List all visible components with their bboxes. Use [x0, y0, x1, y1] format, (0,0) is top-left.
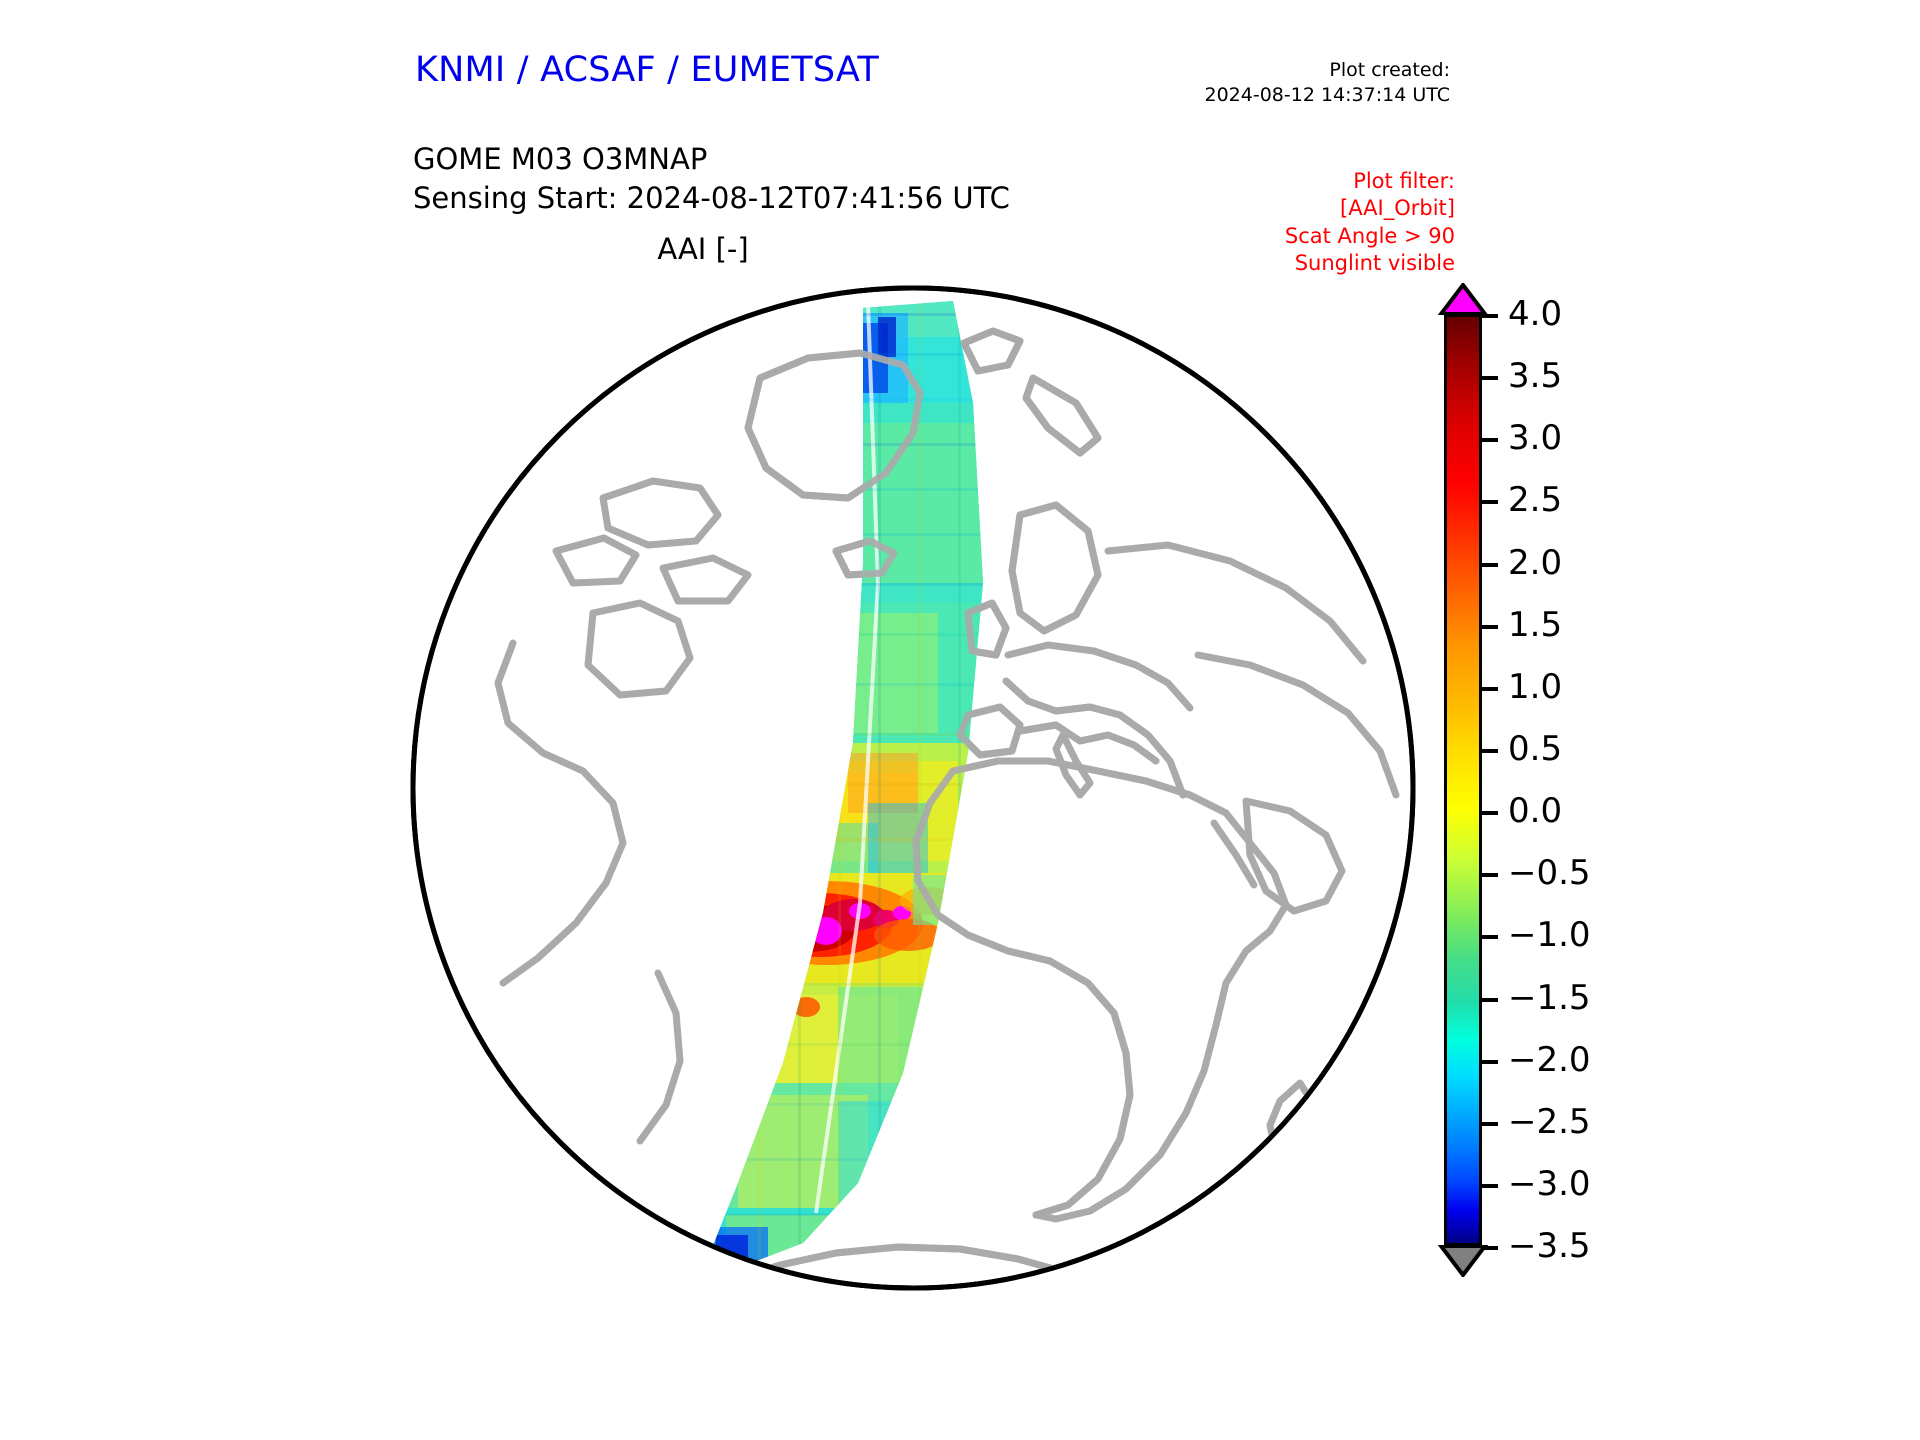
plot-filter-line-0: [AAI_Orbit] [1340, 196, 1455, 221]
colorbar-tick-13 [1482, 1122, 1498, 1126]
map-plot-area [408, 283, 1418, 1293]
colorbar-label-1: 3.5 [1508, 356, 1563, 396]
colorbar-under-arrow [1438, 1245, 1488, 1277]
colorbar-tick-15 [1482, 1246, 1498, 1250]
colorbar-label-13: −2.5 [1508, 1102, 1591, 1142]
colorbar-tick-5 [1482, 625, 1498, 629]
product-info-block: GOME M03 O3MNAP Sensing Start: 2024-08-1… [413, 140, 1010, 219]
colorbar-tick-9 [1482, 873, 1498, 877]
plot-created-block: Plot created: 2024-08-12 14:37:14 UTC [1205, 58, 1451, 108]
colorbar-tick-4 [1482, 563, 1498, 567]
colorbar-tick-6 [1482, 687, 1498, 691]
colorbar-tick-2 [1482, 438, 1498, 442]
colorbar-label-2: 3.0 [1508, 418, 1563, 458]
colorbar-tick-1 [1482, 376, 1498, 380]
colorbar-label-4: 2.0 [1508, 543, 1563, 583]
colorbar-tick-12 [1482, 1060, 1498, 1064]
colorbar-tick-0 [1482, 314, 1498, 318]
colorbar-label-11: −1.5 [1508, 978, 1591, 1018]
colorbar-tick-14 [1482, 1184, 1498, 1188]
colorbar-label-9: −0.5 [1508, 853, 1591, 893]
colorbar-tick-7 [1482, 749, 1498, 753]
sensing-start: Sensing Start: 2024-08-12T07:41:56 UTC [413, 181, 1010, 216]
colorbar-gradient [1444, 314, 1482, 1246]
colorbar-label-10: −1.0 [1508, 915, 1591, 955]
colorbar-tick-11 [1482, 998, 1498, 1002]
colorbar-label-5: 1.5 [1508, 605, 1563, 645]
colorbar-tick-3 [1482, 500, 1498, 504]
colorbar-label-12: −2.0 [1508, 1040, 1591, 1080]
colorbar: 4.0 3.5 3.0 2.5 2.0 1.5 1.0 0.5 0.0 −0.5… [1438, 283, 1738, 1313]
colorbar-label-7: 0.5 [1508, 729, 1563, 769]
colorbar-label-0: 4.0 [1508, 294, 1563, 334]
org-title: KNMI / ACSAF / EUMETSAT [415, 50, 879, 90]
quantity-title: AAI [-] [657, 232, 749, 266]
plot-created-label: Plot created: [1329, 59, 1450, 81]
product-name: GOME M03 O3MNAP [413, 142, 708, 176]
plot-filter-title: Plot filter: [1353, 169, 1455, 193]
plot-filter-line-1: Scat Angle > 90 [1284, 223, 1455, 248]
colorbar-tick-10 [1482, 935, 1498, 939]
plot-filter-block: Plot filter: [AAI_Orbit] Scat Angle > 90… [1285, 168, 1455, 277]
colorbar-label-6: 1.0 [1508, 667, 1563, 707]
colorbar-label-14: −3.0 [1508, 1164, 1591, 1204]
globe-edge [410, 285, 1416, 1291]
globe-map [410, 285, 1416, 1291]
plot-filter-line-2: Sunglint visible [1294, 250, 1455, 275]
colorbar-over-arrow [1438, 283, 1488, 315]
colorbar-label-15: −3.5 [1508, 1226, 1591, 1266]
plot-created-timestamp: 2024-08-12 14:37:14 UTC [1204, 84, 1451, 107]
colorbar-label-8: 0.0 [1508, 791, 1563, 831]
colorbar-label-3: 2.5 [1508, 480, 1563, 520]
colorbar-tick-8 [1482, 811, 1498, 815]
